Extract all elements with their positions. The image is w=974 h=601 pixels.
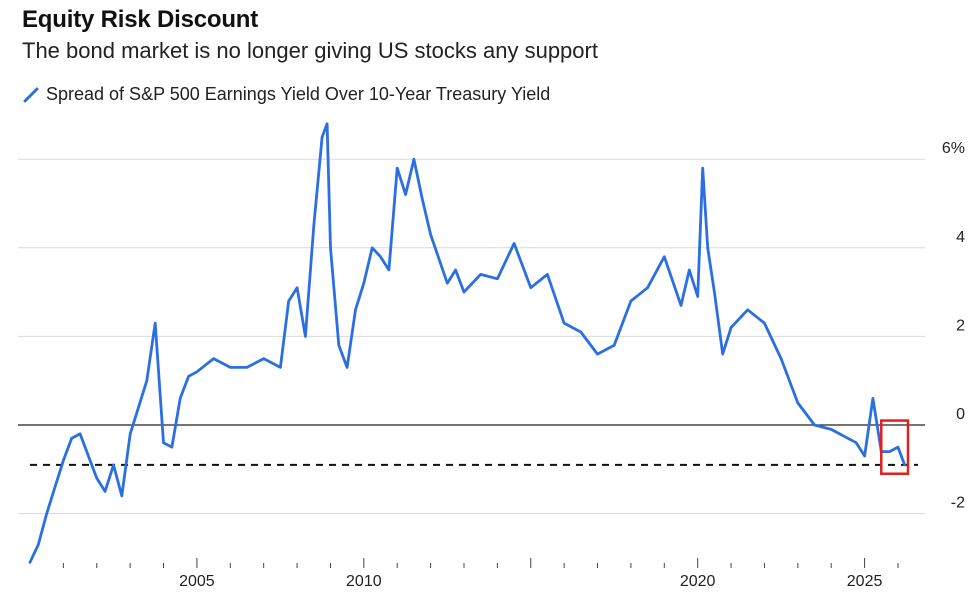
x-tick-label: 2020 (680, 573, 716, 590)
y-tick-label: -2 (951, 495, 965, 512)
legend: Spread of S&P 500 Earnings Yield Over 10… (22, 84, 550, 105)
chart-subtitle: The bond market is no longer giving US s… (22, 38, 598, 63)
x-tick-label: 2005 (179, 573, 215, 590)
x-tick-label: 2010 (346, 573, 382, 590)
y-tick-label: 0 (956, 406, 965, 423)
series-line (28, 122, 906, 564)
chart-title: Equity Risk Discount (22, 6, 259, 33)
y-tick-label: 4 (956, 229, 965, 246)
y-tick-label: 2 (956, 317, 965, 334)
legend-line-icon (23, 87, 39, 102)
legend-label: Spread of S&P 500 Earnings Yield Over 10… (46, 84, 551, 104)
highlight-box (880, 419, 910, 475)
y-tick-label: 6% (942, 140, 965, 157)
x-tick-label: 2025 (847, 573, 883, 590)
